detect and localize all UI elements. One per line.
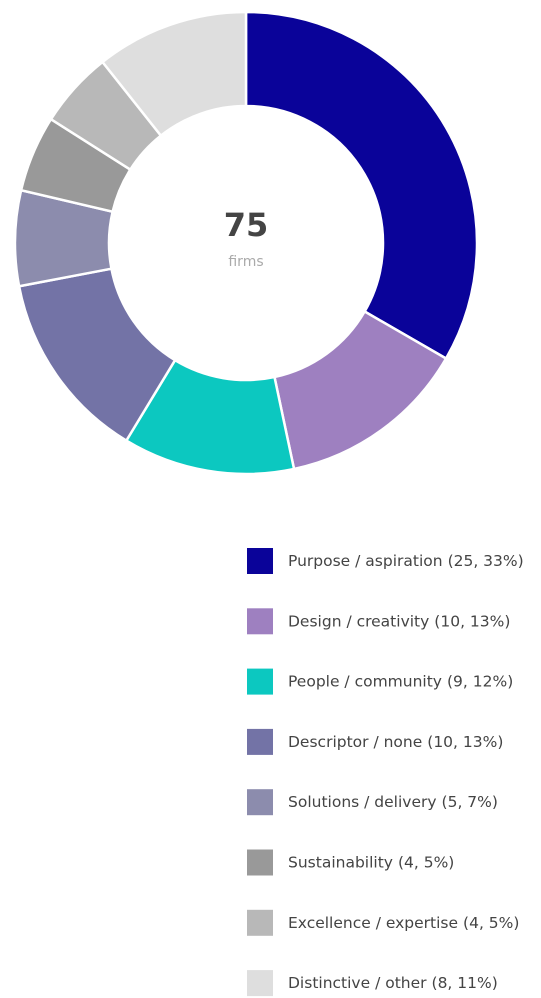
legend-label: Design / creativity (10, 13%) xyxy=(288,612,510,630)
legend-label: Solutions / delivery (5, 7%) xyxy=(288,793,498,811)
legend-label: Excellence / expertise (4, 5%) xyxy=(288,913,519,931)
legend-swatch xyxy=(247,849,273,876)
legend-category: Design / creativity xyxy=(288,612,429,630)
legend-value: (4, 5%) xyxy=(398,853,454,871)
center-label: firms xyxy=(228,254,263,270)
legend-category: Excellence / expertise xyxy=(288,913,458,931)
legend-category: Descriptor / none xyxy=(288,732,422,750)
donut-segment xyxy=(100,10,248,138)
legend-value: (8, 11%) xyxy=(432,974,498,992)
legend-label: Sustainability (4, 5%) xyxy=(288,853,454,871)
legend-value: (10, 13%) xyxy=(427,732,503,750)
legend-swatch xyxy=(247,909,273,936)
legend-value: (5, 7%) xyxy=(442,793,498,811)
legend-category: Distinctive / other xyxy=(288,974,427,992)
legend-label: Descriptor / none (10, 13%) xyxy=(288,732,503,750)
donut-segment xyxy=(244,10,479,361)
legend-category: Sustainability xyxy=(288,853,393,871)
legend-swatch xyxy=(247,789,273,816)
legend-category: People / community xyxy=(288,672,442,690)
legend-value: (25, 33%) xyxy=(448,552,524,570)
legend-label: People / community (9, 12%) xyxy=(288,672,513,690)
legend-swatch xyxy=(247,728,273,755)
legend-swatch xyxy=(247,668,273,695)
legend-value: (4, 5%) xyxy=(463,913,519,931)
legend-swatch xyxy=(247,970,273,997)
center-total: 75 xyxy=(224,206,269,244)
legend-swatch xyxy=(247,608,273,635)
legend-value: (9, 12%) xyxy=(447,672,513,690)
legend-label: Distinctive / other (8, 11%) xyxy=(288,974,498,992)
legend-label: Purpose / aspiration (25, 33%) xyxy=(288,552,524,570)
legend-value: (10, 13%) xyxy=(434,612,510,630)
legend-category: Solutions / delivery xyxy=(288,793,437,811)
legend-category: Purpose / aspiration xyxy=(288,552,443,570)
legend-swatch xyxy=(247,548,273,574)
